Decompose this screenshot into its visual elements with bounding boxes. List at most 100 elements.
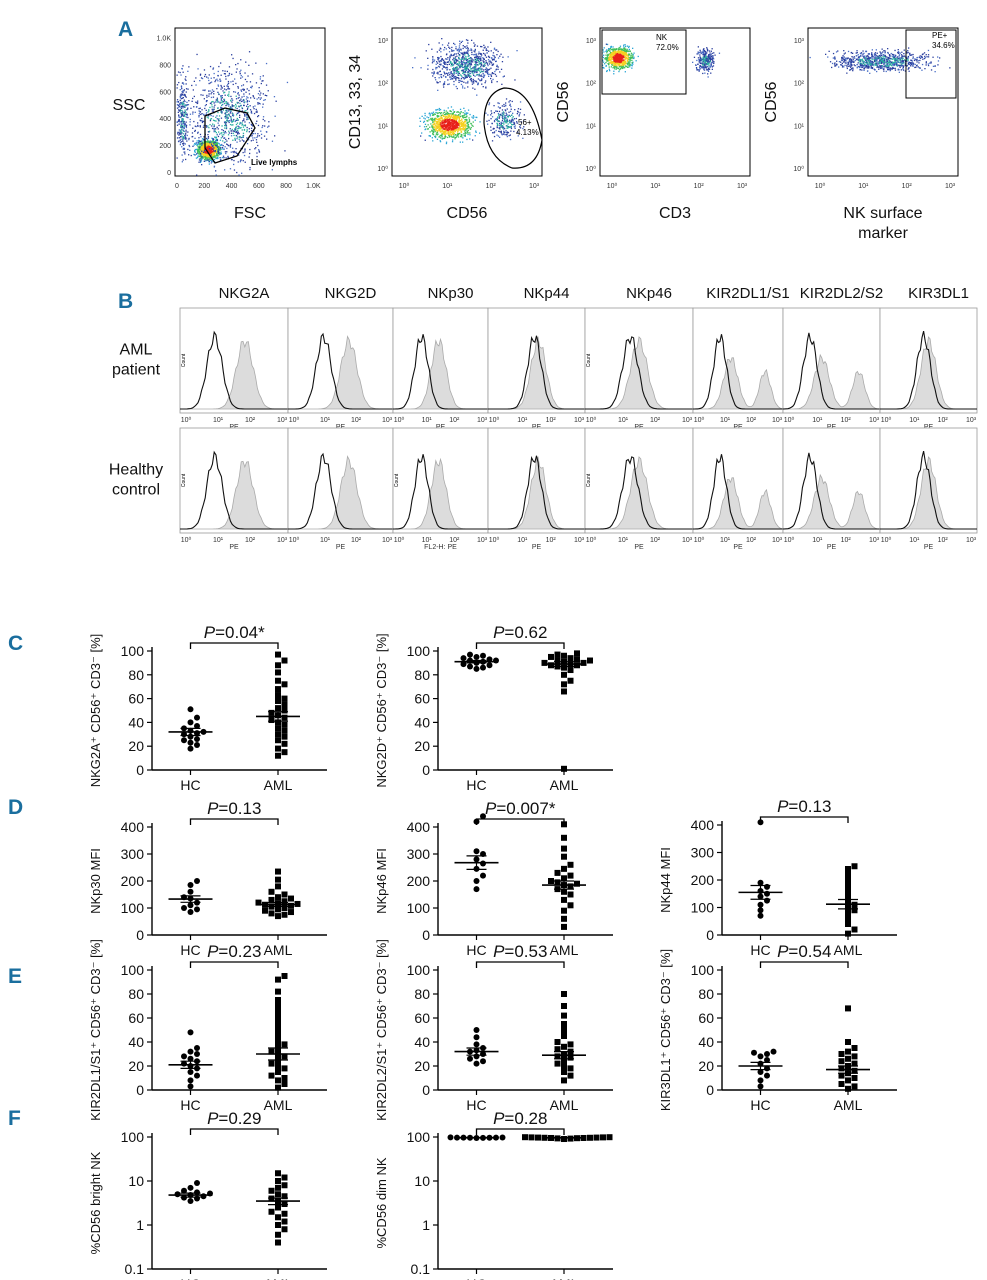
data-point-aml bbox=[561, 888, 567, 895]
data-point-aml bbox=[845, 930, 851, 937]
hist-x-tick: 10³ bbox=[682, 537, 693, 544]
hist-x-tick: 10⁰ bbox=[784, 416, 795, 424]
data-point-aml bbox=[288, 902, 294, 909]
data-point-aml bbox=[275, 906, 281, 913]
data-point-aml bbox=[281, 1053, 288, 1060]
data-point-aml bbox=[275, 752, 281, 759]
data-point-hc bbox=[194, 742, 200, 749]
x-axis-label: NK surface bbox=[843, 205, 922, 222]
gate-percent: 72.0% bbox=[656, 43, 679, 52]
y-tick-label: 300 bbox=[407, 846, 431, 862]
data-point-aml bbox=[567, 891, 574, 898]
histogram-title-5: KIR2DL1/S1 bbox=[706, 285, 789, 302]
data-point-aml bbox=[838, 1081, 845, 1087]
data-point-aml bbox=[268, 1208, 275, 1215]
x-tick-label: HC bbox=[466, 777, 486, 793]
data-point-hc bbox=[187, 1048, 194, 1055]
data-point-aml bbox=[275, 1191, 281, 1198]
data-point-aml bbox=[275, 913, 281, 920]
hist-x-tick: 10² bbox=[938, 537, 949, 544]
data-point-aml bbox=[574, 662, 580, 669]
histogram-isotype-line bbox=[488, 455, 585, 530]
x-tick-label: 10⁰ bbox=[607, 182, 618, 190]
x-tick-label: AML bbox=[264, 942, 293, 958]
hist-x-label: PE bbox=[229, 424, 239, 431]
data-point-aml bbox=[838, 1051, 845, 1057]
data-point-aml bbox=[845, 1039, 851, 1045]
data-point-aml bbox=[567, 1072, 574, 1079]
y-tick-label: 400 bbox=[407, 819, 431, 835]
p-value-label: P=0.13 bbox=[207, 799, 261, 818]
hist-x-label: PE bbox=[229, 544, 239, 551]
data-point-hc bbox=[187, 882, 194, 889]
hist-x-tick: 10¹ bbox=[618, 537, 629, 544]
y-tick-label: 200 bbox=[691, 872, 715, 888]
p-value-label: P=0.04* bbox=[204, 623, 265, 642]
data-point-hc bbox=[181, 905, 187, 911]
data-point-aml bbox=[851, 926, 858, 933]
data-point-aml bbox=[275, 1015, 281, 1021]
data-point-aml bbox=[845, 888, 851, 894]
data-point-aml bbox=[561, 1027, 567, 1033]
y-tick-label: 10¹ bbox=[586, 123, 597, 130]
histogram-0-5: 10⁰ 10¹ 10² 10³ PE bbox=[692, 307, 784, 431]
data-point-aml bbox=[275, 719, 281, 726]
hist-x-tick: 10³ bbox=[277, 537, 288, 544]
y-tick-label: 80 bbox=[414, 986, 430, 1002]
x-tick-label: AML bbox=[834, 942, 863, 958]
significance-bracket bbox=[475, 961, 565, 968]
x-tick-label: AML bbox=[550, 1276, 579, 1280]
y-tick-label: 80 bbox=[414, 667, 430, 683]
histogram-1-2: 10⁰ 10¹ 10² 10³ FL2-H: PE Count bbox=[392, 427, 489, 551]
data-point-aml bbox=[281, 973, 288, 979]
data-point-hc bbox=[764, 1072, 770, 1079]
histogram-fill bbox=[693, 477, 784, 530]
data-point-aml bbox=[281, 721, 288, 728]
y-tick-label: 100 bbox=[121, 1129, 145, 1145]
hist-x-tick: 10¹ bbox=[720, 417, 731, 424]
x-tick-label: 600 bbox=[253, 183, 265, 190]
histogram-title-3: NKp44 bbox=[524, 285, 570, 302]
data-point-aml bbox=[567, 872, 574, 879]
hist-y-label: Count bbox=[394, 473, 400, 487]
histogram-1-5: 10⁰ 10¹ 10² 10³ PE bbox=[692, 427, 784, 551]
data-point-hc bbox=[751, 1049, 757, 1056]
data-point-aml bbox=[275, 868, 281, 875]
x-tick-label: 10² bbox=[902, 183, 913, 190]
data-point-aml bbox=[281, 657, 288, 664]
y-tick-label: 800 bbox=[159, 62, 171, 69]
data-point-aml bbox=[845, 1055, 851, 1062]
data-point-aml bbox=[851, 1067, 858, 1074]
x-tick-label: HC bbox=[180, 1097, 200, 1113]
histogram-0-6: 10⁰ 10¹ 10² 10³ PE bbox=[782, 307, 881, 431]
histogram-fill bbox=[783, 353, 881, 410]
data-point-aml bbox=[567, 861, 574, 868]
hist-x-tick: 10⁰ bbox=[289, 416, 300, 424]
gate-rect bbox=[905, 29, 957, 99]
y-tick-label: 0 bbox=[706, 1082, 714, 1098]
y-tick-label: 40 bbox=[414, 714, 430, 730]
scatter-plot-D1: 0 100 200 300 400 HC AML NKp30 MFI P=0.13 bbox=[88, 799, 327, 958]
y-axis-label: KIR2DL1/S1⁺ CD56⁺ CD3⁻ [%] bbox=[88, 939, 103, 1121]
data-point-aml bbox=[281, 1201, 288, 1208]
data-point-aml bbox=[580, 659, 587, 666]
x-tick-label: 1.0K bbox=[306, 183, 321, 190]
hist-x-tick: 10¹ bbox=[812, 537, 823, 544]
y-axis-label: CD56 bbox=[763, 81, 780, 122]
significance-bracket bbox=[475, 1128, 565, 1135]
hist-x-tick: 10⁰ bbox=[394, 416, 405, 424]
hist-x-tick: 10⁰ bbox=[181, 536, 192, 544]
histogram-isotype-line bbox=[782, 452, 880, 530]
x-tick-label: 10³ bbox=[529, 183, 540, 190]
hist-x-label: PE bbox=[827, 544, 837, 551]
data-point-aml bbox=[275, 1239, 281, 1246]
y-tick-label: 60 bbox=[698, 1010, 714, 1026]
y-tick-label: 0 bbox=[136, 927, 144, 943]
x-axis-label: CD56 bbox=[447, 205, 488, 222]
data-point-aml bbox=[561, 652, 567, 659]
data-point-hc bbox=[480, 860, 486, 867]
y-tick-label: 100 bbox=[407, 1129, 431, 1145]
y-tick-label: 100 bbox=[691, 900, 715, 916]
data-point-aml bbox=[561, 1069, 567, 1075]
data-point-aml bbox=[268, 1060, 275, 1067]
